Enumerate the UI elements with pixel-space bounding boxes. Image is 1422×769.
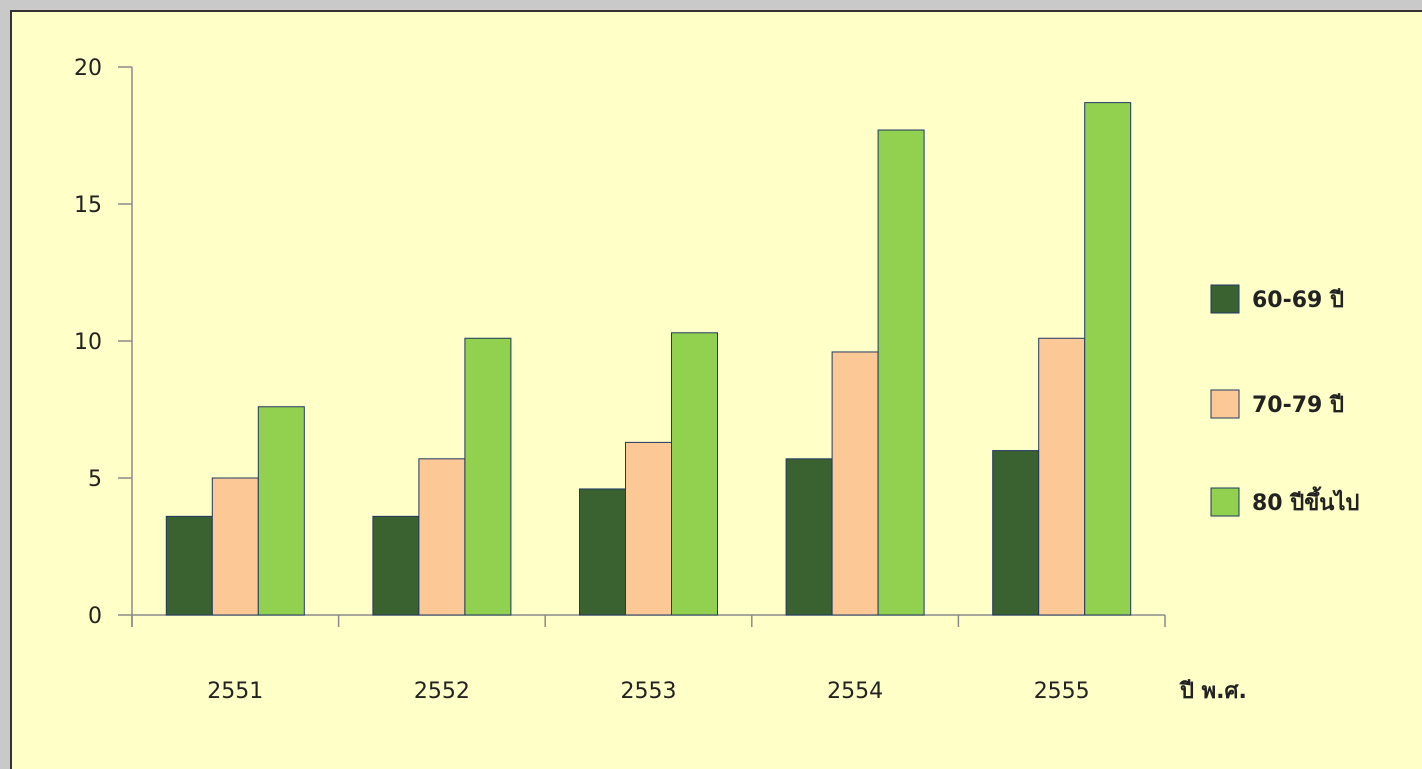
bar — [1038, 337, 1086, 616]
legend: 60-69 ปี 70-79 ปี 80 ปีขึ้นไป — [1210, 284, 1359, 517]
bar — [257, 406, 305, 616]
x-axis-title: ปี พ.ศ. — [1179, 679, 1247, 704]
bar — [418, 458, 466, 616]
bar — [372, 515, 420, 616]
y-tick-label: 20 — [74, 56, 102, 81]
legend-label: 80 ปีขึ้นไป — [1252, 486, 1359, 516]
bar — [785, 458, 833, 616]
x-tick-label: 2551 — [207, 679, 263, 704]
y-tick-label: 5 — [88, 467, 102, 492]
y-tick-label: 0 — [88, 604, 102, 629]
bar — [671, 332, 718, 616]
legend-swatch — [1210, 389, 1240, 419]
legend-swatch — [1210, 284, 1240, 314]
bar — [831, 351, 879, 616]
bar — [464, 337, 512, 616]
y-tick-label: 15 — [74, 193, 102, 218]
x-axis: 2551 2552 2553 2554 2555 — [131, 614, 1166, 704]
bars — [165, 102, 1132, 616]
legend-swatch — [1210, 487, 1240, 517]
bar — [992, 450, 1040, 616]
bar — [211, 477, 259, 616]
legend-label: 60-69 ปี — [1252, 288, 1344, 313]
y-tick-label: 10 — [74, 330, 102, 355]
bar — [579, 488, 626, 616]
x-tick-label: 2555 — [1034, 679, 1090, 704]
y-axis: 0 5 10 15 20 — [74, 56, 133, 629]
x-tick-label: 2554 — [827, 679, 883, 704]
x-tick-label: 2552 — [414, 679, 470, 704]
bar — [625, 441, 672, 616]
bar — [877, 129, 925, 616]
bar — [1084, 102, 1132, 616]
x-tick-label: 2553 — [621, 679, 677, 704]
legend-label: 70-79 ปี — [1252, 393, 1344, 418]
bar — [165, 515, 213, 616]
